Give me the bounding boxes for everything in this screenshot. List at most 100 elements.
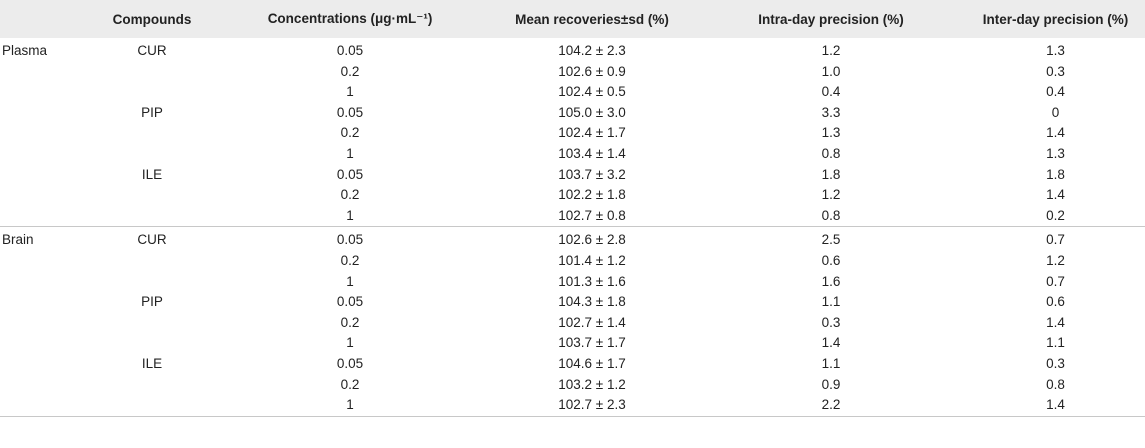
header-cell: Mean recoveries±sd (%) (515, 11, 669, 27)
matrix-cell (0, 292, 92, 313)
compound-cell (92, 313, 212, 334)
matrix-cell (0, 333, 92, 354)
matrix-cell (0, 354, 92, 375)
table-header: Compounds Concentrations (μg·mL⁻¹) Mean re… (0, 0, 1145, 38)
value-cell: 1.8 (1046, 166, 1065, 182)
group: Plasma CUR 0.05 104.2 ± 2.3 1.2 1.3 0.2 102.6 ±… (0, 38, 1145, 227)
value-cell: 0.3 (1046, 355, 1065, 371)
value-cell: 0 (1051, 104, 1060, 120)
matrix-cell (0, 272, 92, 293)
value-cell: 0.2 (340, 63, 360, 79)
row: ILE 0.05 103.7 ± 3.2 1.8 1.8 (0, 165, 1145, 186)
value-cell: 102.6 ± 0.9 (558, 63, 626, 79)
value-cell: 1 (346, 84, 354, 100)
value-cell: 104.2 ± 2.3 (558, 43, 626, 58)
header-cell: Concentrations (μg·mL⁻¹) (267, 11, 433, 26)
row: ILE 0.05 104.6 ± 1.7 1.1 0.3 (0, 354, 1145, 375)
value-cell: 102.7 ± 0.8 (558, 207, 626, 223)
matrix-cell (0, 251, 92, 272)
value-cell: 0.05 (336, 232, 364, 248)
matrix-cell (0, 375, 92, 396)
value-cell: 0.2 (340, 314, 360, 330)
compound-cell (92, 123, 212, 144)
row: 0.2 103.2 ± 1.2 0.9 0.8 (0, 375, 1145, 396)
value-cell: 1.3 (1046, 43, 1065, 58)
value-cell: 103.7 ± 3.2 (558, 166, 626, 182)
value-cell: 0.4 (1046, 84, 1065, 100)
row: Brain CUR 0.05 102.6 ± 2.8 2.5 0.7 (0, 227, 1145, 251)
value-cell: 1.3 (821, 125, 841, 141)
compound-cell (92, 185, 212, 206)
value-cell: 101.4 ± 1.2 (558, 252, 626, 268)
value-cell: 0.2 (340, 125, 360, 141)
value-cell: 1.2 (821, 187, 841, 203)
matrix-cell (0, 82, 92, 103)
compound-cell (92, 62, 212, 83)
row: 0.2 102.6 ± 0.9 1.0 0.3 (0, 62, 1145, 83)
value-cell: 1.4 (821, 335, 841, 351)
value-cell: 1.1 (1046, 335, 1065, 351)
value-cell: 0.7 (1046, 273, 1065, 289)
value-cell: 2.5 (821, 232, 841, 248)
compound-cell (92, 333, 212, 354)
value-cell: 1 (346, 273, 354, 289)
value-cell: 0.4 (821, 84, 841, 100)
value-cell: 105.0 ± 3.0 (558, 104, 626, 120)
value-cell: 102.4 ± 1.7 (558, 125, 626, 141)
row: 1 103.4 ± 1.4 0.8 1.3 (0, 144, 1145, 165)
compound-cell: ILE (141, 166, 163, 182)
value-cell: 0.2 (340, 187, 360, 203)
value-cell: 102.7 ± 1.4 (558, 314, 626, 330)
compound-cell (92, 206, 212, 227)
row: 1 102.4 ± 0.5 0.4 0.4 (0, 82, 1145, 103)
value-cell: 0.05 (336, 294, 364, 310)
value-cell: 1 (346, 335, 354, 351)
matrix-cell (0, 206, 92, 227)
header-cell: Compounds (112, 11, 192, 27)
value-cell: 2.2 (821, 397, 841, 413)
value-cell: 1 (346, 207, 354, 223)
matrix-cell (0, 165, 92, 186)
row: 0.2 102.4 ± 1.7 1.3 1.4 (0, 123, 1145, 144)
matrix-cell (0, 103, 92, 124)
value-cell: 1.3 (1046, 145, 1065, 161)
value-cell: 1.4 (1046, 314, 1065, 330)
value-cell: 0.05 (336, 104, 364, 120)
data-table: Compounds Concentrations (μg·mL⁻¹) Mean re… (0, 0, 1145, 417)
compound-cell (92, 375, 212, 396)
value-cell: 1.4 (1046, 397, 1065, 413)
value-cell: 1.2 (821, 43, 841, 58)
matrix-cell: Brain (2, 232, 34, 248)
value-cell: 1.4 (1046, 125, 1065, 141)
value-cell: 102.6 ± 2.8 (558, 232, 626, 248)
header-cell: Intra-day precision (%) (758, 11, 904, 27)
header-cell (0, 0, 92, 38)
value-cell: 103.7 ± 1.7 (558, 335, 626, 351)
value-cell: 0.05 (336, 166, 364, 182)
compound-cell: CUR (137, 232, 167, 248)
compound-cell (92, 272, 212, 293)
matrix-cell (0, 313, 92, 334)
value-cell: 103.2 ± 1.2 (558, 376, 626, 392)
row: 1 102.7 ± 2.3 2.2 1.4 (0, 395, 1145, 416)
value-cell: 1.6 (821, 273, 841, 289)
value-cell: 0.2 (340, 376, 360, 392)
row: 1 103.7 ± 1.7 1.4 1.1 (0, 333, 1145, 354)
matrix-cell: Plasma (2, 43, 48, 58)
value-cell: 0.6 (1046, 294, 1065, 310)
compound-cell (92, 82, 212, 103)
row: 0.2 102.7 ± 1.4 0.3 1.4 (0, 313, 1145, 334)
value-cell: 1.2 (1046, 252, 1065, 268)
value-cell: 0.05 (336, 355, 364, 371)
row: 0.2 101.4 ± 1.2 0.6 1.2 (0, 251, 1145, 272)
value-cell: 0.7 (1046, 232, 1065, 248)
row: PIP 0.05 105.0 ± 3.0 3.3 0 (0, 103, 1145, 124)
value-cell: 3.3 (821, 104, 841, 120)
value-cell: 1.0 (821, 63, 841, 79)
row: Plasma CUR 0.05 104.2 ± 2.3 1.2 1.3 (0, 38, 1145, 62)
matrix-cell (0, 123, 92, 144)
value-cell: 1 (346, 397, 354, 413)
compound-cell: ILE (141, 355, 163, 371)
value-cell: 0.2 (340, 252, 360, 268)
value-cell: 101.3 ± 1.6 (558, 273, 626, 289)
